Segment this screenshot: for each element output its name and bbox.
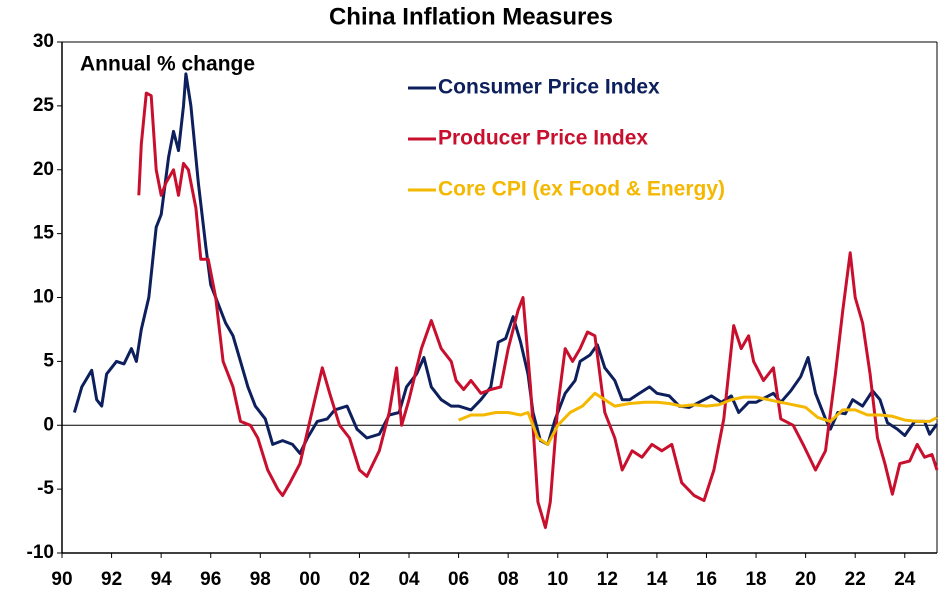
x-tick-label: 10 bbox=[547, 569, 568, 590]
x-tick-label: 16 bbox=[696, 569, 717, 590]
series-line bbox=[72, 72, 939, 455]
y-tick-label: 0 bbox=[43, 414, 54, 435]
x-tick-label: 18 bbox=[745, 569, 766, 590]
legend-label: Consumer Price Index bbox=[438, 76, 660, 99]
series-line bbox=[137, 91, 939, 529]
x-tick-label: 12 bbox=[597, 569, 618, 590]
x-tick-label: 00 bbox=[299, 569, 320, 590]
y-tick-label: 5 bbox=[43, 350, 54, 371]
y-tick-label: -10 bbox=[27, 542, 54, 563]
x-tick-label: 22 bbox=[845, 569, 866, 590]
x-tick-label: 02 bbox=[349, 569, 370, 590]
x-tick-label: 14 bbox=[646, 569, 668, 590]
chart-title: China Inflation Measures bbox=[329, 3, 613, 30]
x-tick-label: 08 bbox=[498, 569, 519, 590]
x-tick-label: 96 bbox=[200, 569, 221, 590]
x-tick-label: 92 bbox=[101, 569, 122, 590]
series-line bbox=[458, 391, 938, 446]
y-tick-label: 25 bbox=[33, 95, 55, 116]
annotation: Annual % change bbox=[80, 53, 255, 76]
x-tick-label: 94 bbox=[151, 569, 173, 590]
x-tick-label: 20 bbox=[795, 569, 816, 590]
x-tick-label: 98 bbox=[250, 569, 271, 590]
x-tick-label: 06 bbox=[448, 569, 469, 590]
y-tick-label: 30 bbox=[33, 31, 54, 52]
x-tick-label: 04 bbox=[398, 569, 420, 590]
y-tick-label: 15 bbox=[33, 223, 55, 244]
y-tick-label: 10 bbox=[33, 287, 54, 308]
y-tick-label: -5 bbox=[37, 478, 54, 499]
legend-label: Core CPI (ex Food & Energy) bbox=[438, 178, 725, 201]
y-tick-label: 20 bbox=[33, 159, 54, 180]
legend-label: Producer Price Index bbox=[438, 127, 648, 150]
x-tick-label: 24 bbox=[894, 569, 916, 590]
x-tick-label: 90 bbox=[51, 569, 72, 590]
